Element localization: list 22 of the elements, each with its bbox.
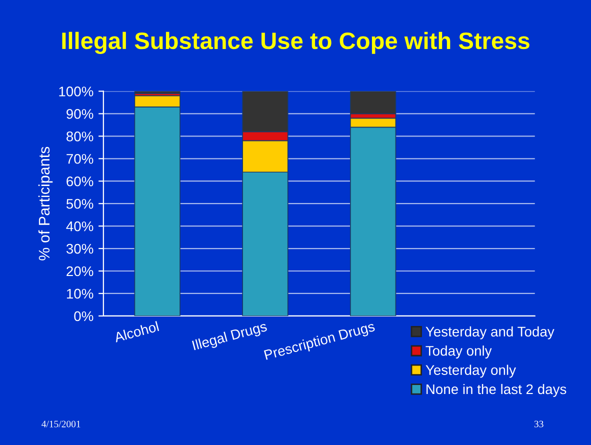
y-tick-label: 70% <box>66 154 94 164</box>
y-tick-label: 80% <box>66 132 94 142</box>
y-tick-label: 0% <box>74 311 94 322</box>
bar <box>350 91 396 114</box>
chart-title: Illegal Substance Use to Cope with Stress <box>62 32 530 54</box>
y-tick-label: 40% <box>66 221 94 232</box>
legend-label: None in the last 2 days <box>426 384 566 397</box>
legend-label: Yesterday and Today <box>426 326 554 340</box>
legend-label: Yesterday only <box>426 364 516 378</box>
bar <box>134 91 180 94</box>
y-tick-label: 10% <box>66 288 94 299</box>
text: 33 <box>534 420 544 428</box>
x-tick-label: Alcohol <box>113 321 160 342</box>
y-tick-label: 100% <box>59 86 94 96</box>
y-tick-label: 90% <box>66 109 94 119</box>
y-tick-label: 20% <box>66 266 94 276</box>
y-axis-title: % of Participants <box>38 146 53 260</box>
text: 4/15/2001 <box>42 420 80 428</box>
y-tick-label: 60% <box>66 176 94 186</box>
y-tick-label: 50% <box>66 198 94 209</box>
legend-label: Today only <box>426 346 492 359</box>
y-tick-label: 30% <box>66 244 94 254</box>
